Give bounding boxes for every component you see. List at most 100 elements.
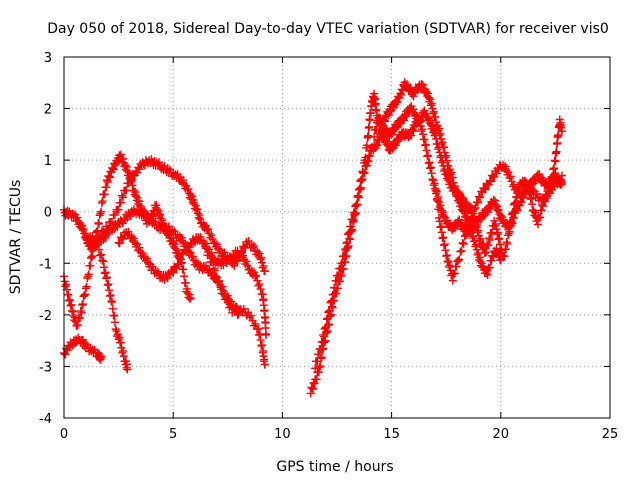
- data-point: [434, 205, 443, 214]
- series-trace-j: [370, 78, 505, 279]
- x-tick-label: 10: [274, 427, 291, 442]
- data-point: [260, 267, 269, 276]
- data-point: [553, 180, 562, 189]
- data-point: [129, 234, 138, 243]
- x-tick-label: 15: [383, 427, 400, 442]
- data-point: [99, 227, 108, 236]
- data-point: [176, 255, 185, 264]
- data-point: [485, 263, 494, 272]
- data-point: [108, 217, 117, 226]
- data-point: [215, 277, 224, 286]
- y-tick-label: -1: [39, 257, 52, 272]
- data-point: [436, 223, 445, 232]
- data-point: [320, 324, 329, 333]
- data-point: [102, 274, 111, 283]
- data-point: [432, 195, 441, 204]
- data-point: [212, 240, 221, 249]
- data-point: [102, 183, 111, 192]
- data-point: [450, 182, 459, 191]
- data-point: [342, 239, 351, 248]
- data-point: [438, 138, 447, 147]
- data-point: [372, 106, 381, 115]
- data-point: [354, 191, 363, 200]
- data-point: [186, 294, 195, 303]
- data-point: [418, 130, 427, 139]
- data-point: [195, 211, 204, 220]
- data-point: [425, 158, 434, 167]
- data-point: [485, 234, 494, 243]
- data-point: [513, 206, 522, 215]
- data-point: [440, 212, 449, 221]
- data-point: [179, 176, 188, 185]
- data-point: [153, 205, 162, 214]
- data-point: [257, 341, 266, 350]
- data-point: [76, 307, 85, 316]
- data-point: [437, 222, 446, 231]
- data-point: [142, 254, 151, 263]
- data-point: [493, 206, 502, 215]
- data-point: [260, 360, 269, 369]
- data-point: [207, 257, 216, 266]
- data-point: [491, 220, 500, 229]
- data-point: [474, 192, 483, 201]
- data-point: [510, 199, 519, 208]
- data-point: [557, 127, 566, 136]
- data-point: [185, 294, 194, 303]
- data-point: [189, 196, 198, 205]
- data-point: [388, 144, 397, 153]
- data-point: [409, 127, 418, 136]
- data-point: [549, 164, 558, 173]
- data-point: [225, 303, 234, 312]
- data-point: [442, 156, 451, 165]
- data-point: [536, 213, 545, 222]
- data-point: [254, 325, 263, 334]
- series-trace-g: [201, 244, 269, 369]
- data-point: [65, 295, 74, 304]
- data-point: [190, 200, 199, 209]
- data-point: [319, 332, 328, 341]
- data-point: [78, 221, 87, 230]
- data-point: [100, 263, 109, 272]
- data-point: [114, 238, 123, 247]
- data-point: [423, 152, 432, 161]
- data-point: [500, 252, 509, 261]
- data-point: [259, 261, 268, 270]
- data-point: [124, 168, 133, 177]
- data-point: [105, 172, 114, 181]
- y-tick-label: 2: [44, 103, 52, 118]
- data-point: [137, 203, 146, 212]
- data-point: [99, 257, 108, 266]
- plot-frame: [63, 56, 611, 419]
- data-point: [501, 245, 510, 254]
- data-point: [549, 165, 558, 174]
- data-point: [121, 161, 130, 170]
- data-point: [100, 269, 109, 278]
- data-point: [322, 323, 331, 332]
- data-point: [426, 120, 435, 129]
- data-point: [192, 205, 201, 214]
- data-point: [341, 246, 350, 255]
- data-point: [323, 314, 332, 323]
- data-point: [122, 186, 131, 195]
- data-point: [452, 262, 461, 271]
- data-point: [438, 234, 447, 243]
- data-point: [434, 213, 443, 222]
- data-point: [461, 212, 470, 221]
- data-point: [212, 272, 221, 281]
- data-point: [313, 357, 322, 366]
- data-point: [250, 241, 259, 250]
- data-point: [316, 362, 325, 371]
- data-point: [169, 268, 178, 277]
- data-point: [353, 192, 362, 201]
- data-point: [87, 253, 96, 262]
- data-point: [345, 228, 354, 237]
- data-point: [255, 330, 264, 339]
- data-point: [442, 251, 451, 260]
- data-point: [455, 198, 464, 207]
- data-point: [170, 240, 179, 249]
- y-tick-label: 1: [44, 154, 52, 169]
- data-points: [60, 78, 566, 398]
- data-point: [95, 211, 104, 220]
- data-point: [105, 292, 114, 301]
- data-point: [547, 174, 556, 183]
